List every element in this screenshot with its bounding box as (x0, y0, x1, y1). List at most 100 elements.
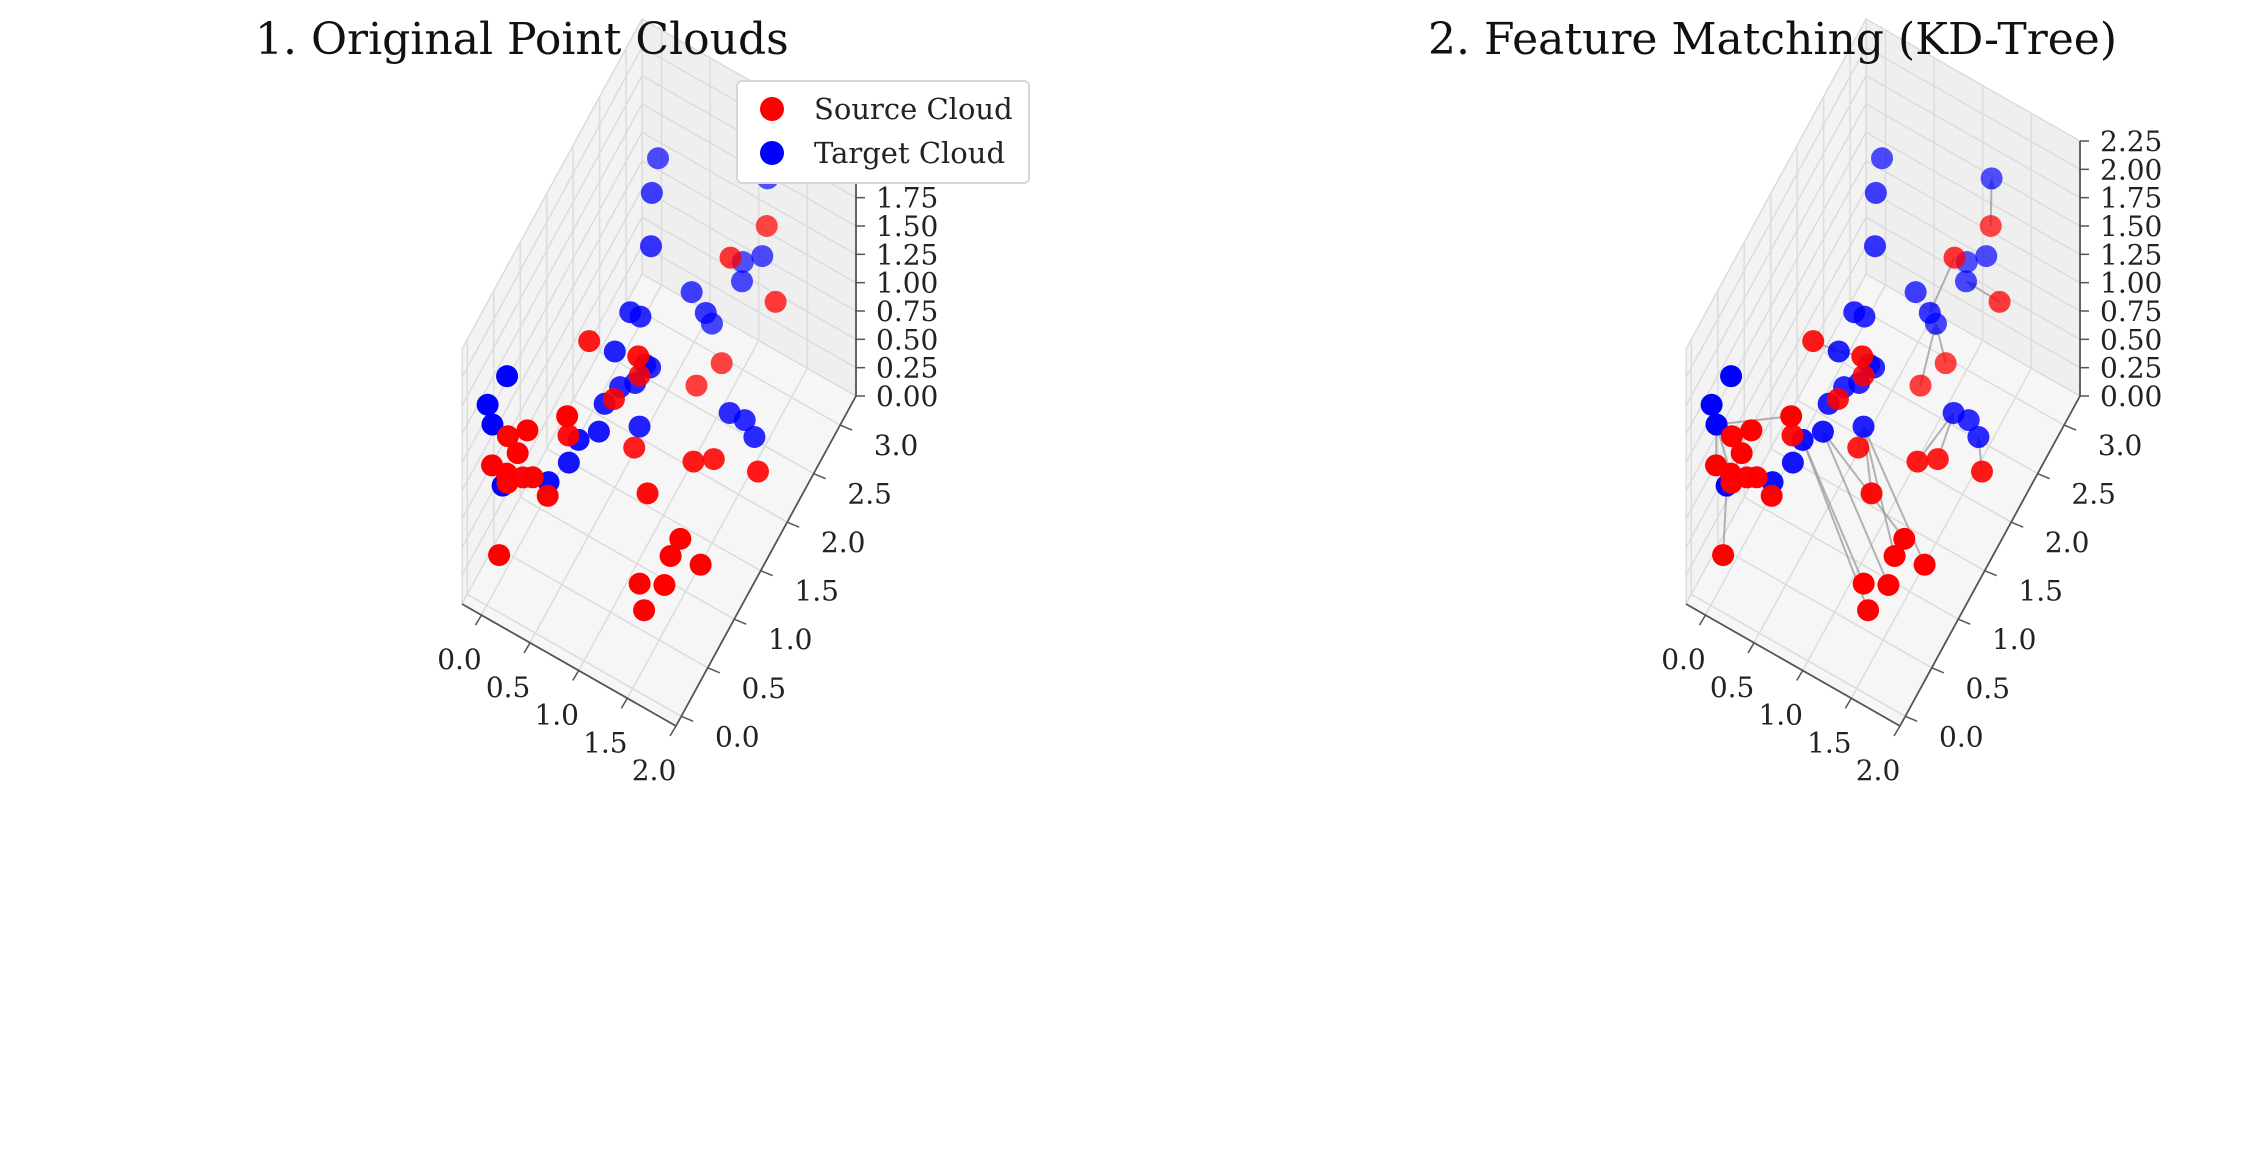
target-point (1980, 167, 2003, 190)
source-point (764, 290, 787, 313)
z-tick-label: 1.75 (2100, 182, 2162, 215)
x-tick-label: 0.0 (437, 643, 482, 676)
grid-z-left (461, 216, 643, 548)
grid-z-back (641, 160, 857, 284)
x-tick-label: 1.5 (1807, 726, 1852, 759)
source-point (1909, 374, 1932, 397)
y-tick-label: 1.5 (794, 575, 839, 608)
source-point (685, 374, 708, 397)
source-point (557, 424, 580, 447)
source-point (602, 388, 625, 411)
z-tick-label: 1.50 (876, 210, 938, 243)
grid-z-left (461, 245, 643, 577)
z-tick-label: 0.50 (876, 323, 938, 356)
target-point (587, 420, 610, 443)
x-tick (523, 642, 531, 654)
x-axis-line (1685, 603, 1901, 727)
z-tick-label: 1.00 (876, 267, 938, 300)
y-tick-label: 0.5 (1965, 672, 2010, 705)
source-point (556, 405, 579, 428)
target-point (1864, 181, 1887, 204)
x-tick-label: 1.0 (1758, 699, 1803, 732)
grid-z-left (1685, 18, 1867, 350)
z-tick-label: 0.75 (2100, 295, 2162, 328)
grid-y-floor (1849, 302, 2065, 426)
grid-y-floor (493, 545, 709, 669)
source-point (1857, 599, 1880, 622)
grid-x-floor (578, 340, 760, 671)
target-point (751, 245, 774, 268)
target-point (694, 301, 717, 324)
x-tick-label: 1.0 (534, 699, 579, 732)
y-tick-label: 2.0 (2045, 526, 2090, 559)
legend-label-source: Source Cloud (814, 92, 1013, 126)
source-point (628, 572, 651, 595)
target-point (1827, 340, 1850, 363)
target-point (640, 181, 663, 204)
target-point (680, 281, 703, 304)
grid-z-back (1865, 131, 2081, 255)
source-point (627, 345, 650, 368)
y-tick-label: 2.0 (821, 526, 866, 559)
target-point (1811, 420, 1834, 443)
z-tick-label: 0.25 (2100, 352, 2162, 385)
grid-z-back (1865, 188, 2081, 312)
source-point (521, 466, 544, 489)
grid-z-left (461, 160, 643, 492)
x-tick-label: 1.5 (583, 726, 628, 759)
target-point (647, 147, 670, 170)
target-point (1967, 425, 1990, 448)
grid-y-floor (1717, 545, 1933, 669)
target-point (1871, 147, 1894, 170)
target-point (743, 425, 766, 448)
grid-z-left (1685, 103, 1867, 435)
source-point (1906, 450, 1929, 473)
y-axis-line (675, 395, 857, 727)
z-tick-label: 0.50 (2100, 323, 2162, 356)
x-tick (1796, 670, 1804, 681)
axes-3d-2: 0.00.51.01.52.00.00.51.01.52.02.53.00.00… (1661, 18, 2162, 787)
grid-x-floor (480, 284, 663, 616)
target-point (629, 305, 652, 328)
source-point (1943, 246, 1966, 269)
grid-y-floor (572, 399, 788, 523)
grid-y-floor (1690, 593, 1906, 717)
grid-y-floor (625, 302, 841, 426)
y-axis-line (1899, 395, 2081, 727)
y-tick (1984, 570, 1997, 577)
grid-y-floor (1743, 496, 1959, 620)
source-point (516, 419, 539, 442)
x-axis-line (461, 603, 677, 727)
source-point (689, 553, 712, 576)
target-point (1975, 245, 1998, 268)
points-subplot-1 (476, 147, 787, 622)
legend-item-source: Source Cloud (760, 92, 1013, 126)
grid-z-back (1865, 273, 2081, 397)
target-point (1918, 301, 1941, 324)
subplot-2-title: 2. Feature Matching (KD-Tree) (1428, 14, 2118, 65)
grid-z-back (641, 245, 857, 369)
source-point (633, 599, 656, 622)
grid-y-floor (1796, 399, 2012, 523)
target-point (1781, 451, 1804, 474)
grid-z-back (1865, 160, 2081, 284)
target-point (1700, 393, 1723, 416)
source-point (496, 425, 519, 448)
x-tick (1747, 642, 1755, 654)
source-point (1852, 364, 1875, 387)
target-point (1904, 281, 1927, 304)
source-point (1988, 290, 2011, 313)
y-tick (839, 424, 853, 431)
grid-z-left (1685, 216, 1867, 548)
legend-item-target: Target Cloud (760, 136, 1005, 170)
source-point (1913, 553, 1936, 576)
grid-z-back (641, 188, 857, 312)
y-tick (707, 667, 721, 674)
x-tick (620, 697, 629, 709)
z-tick-label: 0.75 (876, 295, 938, 328)
x-tick (669, 725, 677, 737)
source-point (1851, 345, 1874, 368)
legend: Source Cloud Target Cloud (736, 80, 1030, 184)
grid-z-back (1865, 46, 2081, 170)
y-tick (1905, 715, 1918, 722)
